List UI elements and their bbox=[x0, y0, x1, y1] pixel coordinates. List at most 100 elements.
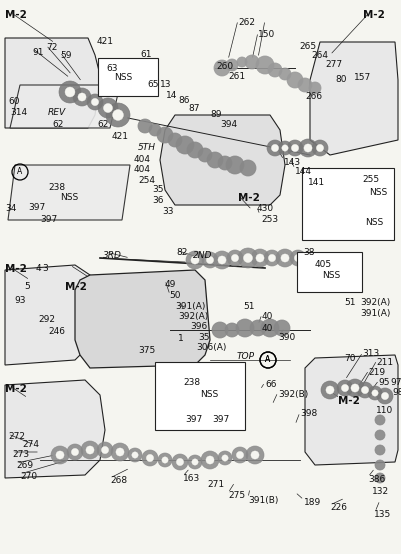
Text: 62: 62 bbox=[52, 120, 63, 129]
Circle shape bbox=[287, 140, 303, 156]
Text: NSS: NSS bbox=[369, 188, 387, 197]
Text: 392(A): 392(A) bbox=[360, 298, 390, 307]
Polygon shape bbox=[75, 270, 210, 368]
Bar bbox=[155, 362, 245, 430]
Circle shape bbox=[326, 386, 334, 394]
Text: 421: 421 bbox=[97, 37, 114, 46]
Text: 262: 262 bbox=[238, 18, 255, 27]
Circle shape bbox=[276, 249, 294, 267]
Circle shape bbox=[324, 266, 336, 279]
Circle shape bbox=[351, 384, 359, 392]
Polygon shape bbox=[5, 38, 100, 128]
Circle shape bbox=[172, 454, 188, 470]
Circle shape bbox=[237, 452, 243, 459]
Circle shape bbox=[251, 249, 269, 267]
Text: 89: 89 bbox=[210, 110, 221, 119]
Circle shape bbox=[186, 251, 204, 269]
Text: 3RD: 3RD bbox=[103, 251, 122, 260]
Text: 144: 144 bbox=[295, 167, 312, 176]
Text: 132: 132 bbox=[372, 487, 389, 496]
Circle shape bbox=[207, 257, 214, 264]
Circle shape bbox=[316, 259, 344, 287]
Text: 211: 211 bbox=[376, 358, 393, 367]
Circle shape bbox=[377, 388, 393, 404]
Text: 392(A): 392(A) bbox=[178, 312, 208, 321]
Text: A: A bbox=[265, 356, 271, 365]
Circle shape bbox=[251, 451, 259, 459]
Circle shape bbox=[73, 88, 91, 106]
Circle shape bbox=[124, 68, 152, 96]
Text: M-2: M-2 bbox=[65, 282, 87, 292]
Text: 398: 398 bbox=[300, 409, 317, 418]
Circle shape bbox=[375, 460, 385, 470]
Circle shape bbox=[91, 99, 99, 106]
Text: 277: 277 bbox=[325, 60, 342, 69]
Text: 93: 93 bbox=[14, 296, 26, 305]
Circle shape bbox=[245, 55, 259, 69]
Circle shape bbox=[342, 214, 354, 226]
Circle shape bbox=[238, 248, 258, 268]
Circle shape bbox=[149, 124, 161, 136]
Circle shape bbox=[67, 444, 83, 460]
Circle shape bbox=[59, 81, 81, 103]
Circle shape bbox=[111, 443, 129, 461]
Circle shape bbox=[132, 76, 144, 88]
Circle shape bbox=[65, 87, 75, 97]
Circle shape bbox=[192, 459, 198, 465]
Text: 163: 163 bbox=[183, 474, 200, 483]
Text: 38: 38 bbox=[303, 248, 314, 257]
Circle shape bbox=[304, 144, 312, 152]
Circle shape bbox=[256, 56, 274, 74]
Text: 397: 397 bbox=[28, 203, 45, 212]
Circle shape bbox=[202, 252, 218, 268]
Text: 404: 404 bbox=[134, 155, 151, 164]
Text: 143: 143 bbox=[284, 158, 301, 167]
Text: M-2: M-2 bbox=[363, 10, 385, 20]
Circle shape bbox=[375, 445, 385, 455]
Circle shape bbox=[271, 145, 279, 152]
Circle shape bbox=[103, 104, 113, 112]
Text: 421: 421 bbox=[112, 132, 129, 141]
Text: 35: 35 bbox=[198, 333, 209, 342]
Circle shape bbox=[81, 441, 99, 459]
Circle shape bbox=[337, 380, 353, 396]
Polygon shape bbox=[310, 42, 398, 155]
Circle shape bbox=[212, 322, 228, 338]
Text: 91: 91 bbox=[32, 48, 43, 57]
Circle shape bbox=[375, 415, 385, 425]
Circle shape bbox=[226, 156, 244, 174]
Circle shape bbox=[368, 386, 382, 400]
Text: 386: 386 bbox=[368, 475, 385, 484]
Circle shape bbox=[294, 254, 302, 261]
Circle shape bbox=[128, 448, 142, 462]
Circle shape bbox=[176, 458, 184, 465]
Text: 253: 253 bbox=[261, 215, 278, 224]
Text: 238: 238 bbox=[48, 183, 65, 192]
Text: 5TH: 5TH bbox=[138, 143, 156, 152]
Circle shape bbox=[198, 148, 212, 162]
Bar bbox=[302, 168, 394, 240]
Circle shape bbox=[98, 98, 118, 118]
Circle shape bbox=[226, 59, 238, 71]
Circle shape bbox=[225, 323, 239, 337]
Circle shape bbox=[113, 110, 124, 120]
Circle shape bbox=[101, 447, 109, 454]
Text: 404: 404 bbox=[134, 165, 151, 174]
Text: 392(B): 392(B) bbox=[278, 390, 308, 399]
Circle shape bbox=[172, 384, 184, 396]
Circle shape bbox=[321, 381, 339, 399]
Circle shape bbox=[268, 254, 275, 261]
Circle shape bbox=[132, 452, 138, 458]
Polygon shape bbox=[10, 85, 120, 128]
Circle shape bbox=[346, 379, 364, 397]
Circle shape bbox=[232, 447, 248, 463]
Text: 60: 60 bbox=[8, 97, 20, 106]
Text: 82: 82 bbox=[176, 248, 187, 257]
Circle shape bbox=[375, 473, 385, 483]
Polygon shape bbox=[160, 115, 285, 205]
Circle shape bbox=[71, 448, 79, 455]
Text: A: A bbox=[265, 356, 271, 365]
Circle shape bbox=[268, 63, 282, 77]
Circle shape bbox=[51, 446, 69, 464]
Polygon shape bbox=[5, 265, 95, 365]
